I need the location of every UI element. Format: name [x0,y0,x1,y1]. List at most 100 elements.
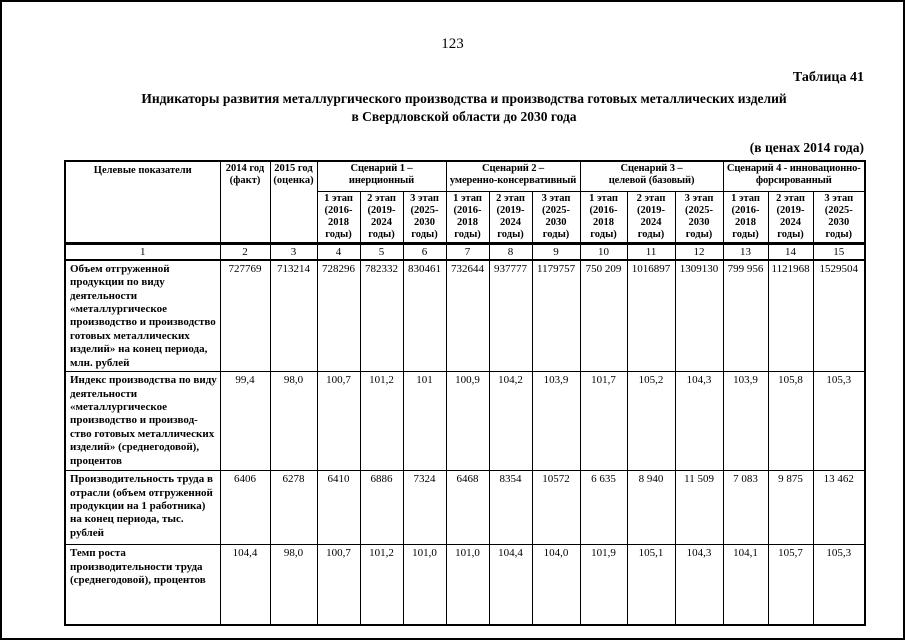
column-number: 1 [64,242,221,261]
cell-value: 732644 [445,259,490,373]
header-scenario-2: Сценарий 2 – умеренно-консервативный [445,160,581,192]
cell-value: 104,3 [674,371,724,472]
column-number-row: 1 2 3 4 5 6 7 8 9 10 11 12 13 14 15 [64,242,866,261]
cell-value: 7 083 [722,470,769,546]
cell-value: 105,2 [626,371,676,472]
cell-value: 104,4 [219,544,271,626]
header-s4-stage-1: 1 этап (2016- 2018 годы) [722,190,769,245]
column-number: 15 [812,242,866,261]
header-s1-stage-3: 3 этап (2025- 2030 годы) [402,190,447,245]
header-s1-stage-1: 1 этап (2016- 2018 годы) [316,190,361,245]
cell-value: 101,0 [402,544,447,626]
cell-value: 104,2 [488,371,533,472]
cell-value: 713214 [269,259,318,373]
cell-value: 101,9 [579,544,628,626]
table-row-labor-productivity: Производительность труда в отрасли (объе… [64,470,866,546]
column-number: 12 [674,242,724,261]
header-s3-stage-1: 1 этап (2016- 2018 годы) [579,190,628,245]
column-number: 2 [219,242,271,261]
header-s1-stage-2: 2 этап (2019- 2024 годы) [359,190,404,245]
cell-value: 98,0 [269,544,318,626]
cell-value: 1179757 [531,259,581,373]
cell-value: 13 462 [812,470,866,546]
header-s4-stage-3: 3 этап (2025- 2030 годы) [812,190,866,245]
document-title: Индикаторы развития металлургического пр… [64,90,864,125]
cell-value: 105,7 [767,544,814,626]
cell-value: 728296 [316,259,361,373]
cell-value: 1309130 [674,259,724,373]
header-target-indicators: Целевые показатели [64,160,221,245]
cell-value: 105,1 [626,544,676,626]
price-note: (в ценах 2014 года) [749,140,864,155]
cell-value: 101,7 [579,371,628,472]
row-label: Темп роста производительности труда (сре… [64,544,221,626]
cell-value: 101 [402,371,447,472]
cell-value: 101,2 [359,371,404,472]
cell-value: 750 209 [579,259,628,373]
header-s3-stage-3: 3 этап (2025- 2030 годы) [674,190,724,245]
table-row-productivity-growth-rate: Темп роста производительности труда (сре… [64,544,866,626]
cell-value: 103,9 [722,371,769,472]
cell-value: 7324 [402,470,447,546]
cell-value: 6 635 [579,470,628,546]
cell-value: 11 509 [674,470,724,546]
cell-value: 6886 [359,470,404,546]
row-label: Производительность труда в отрасли (объе… [64,470,221,546]
table-row-production-index: Индекс производства по виду деятельности… [64,371,866,472]
cell-value: 799 956 [722,259,769,373]
column-number: 3 [269,242,318,261]
header-s2-stage-2: 2 этап (2019- 2024 годы) [488,190,533,245]
cell-value: 104,1 [722,544,769,626]
cell-value: 104,0 [531,544,581,626]
column-number: 6 [402,242,447,261]
cell-value: 1529504 [812,259,866,373]
cell-value: 8 940 [626,470,676,546]
cell-value: 937777 [488,259,533,373]
column-number: 8 [488,242,533,261]
header-scenario-3: Сценарий 3 – целевой (базовый) [579,160,724,192]
header-year-2014-fact: 2014 год (факт) [219,160,271,245]
cell-value: 727769 [219,259,271,373]
cell-value: 100,7 [316,544,361,626]
header-s3-stage-2: 2 этап (2019- 2024 годы) [626,190,676,245]
cell-value: 104,4 [488,544,533,626]
cell-value: 105,3 [812,544,866,626]
header-year-2015-estimate: 2015 год (оценка) [269,160,318,245]
indicators-table: Целевые показатели 2014 год (факт) 2015 … [64,160,867,626]
column-number: 13 [722,242,769,261]
header-s4-stage-2: 2 этап (2019- 2024 годы) [767,190,814,245]
header-s2-stage-1: 1 этап (2016- 2018 годы) [445,190,490,245]
header-s2-stage-3: 3 этап (2025- 2030 годы) [531,190,581,245]
cell-value: 6406 [219,470,271,546]
document-title-line1: Индикаторы развития металлургического пр… [141,91,787,106]
cell-value: 830461 [402,259,447,373]
cell-value: 100,7 [316,371,361,472]
table-caption-label: Таблица 41 [792,70,864,85]
cell-value: 6278 [269,470,318,546]
cell-value: 782332 [359,259,404,373]
cell-value: 1121968 [767,259,814,373]
header-scenario-1: Сценарий 1 – инерционный [316,160,447,192]
cell-value: 99,4 [219,371,271,472]
row-label: Индекс производства по виду деятельности… [64,371,221,472]
row-label: Объем отгруженной продукции по виду деят… [64,259,221,373]
cell-value: 103,9 [531,371,581,472]
cell-value: 8354 [488,470,533,546]
column-number: 7 [445,242,490,261]
cell-value: 105,8 [767,371,814,472]
column-number: 4 [316,242,361,261]
column-number: 9 [531,242,581,261]
cell-value: 101,0 [445,544,490,626]
table-row-shipped-volume: Объем отгруженной продукции по виду деят… [64,259,866,373]
column-number: 11 [626,242,676,261]
cell-value: 10572 [531,470,581,546]
cell-value: 6410 [316,470,361,546]
cell-value: 104,3 [674,544,724,626]
cell-value: 101,2 [359,544,404,626]
column-number: 5 [359,242,404,261]
cell-value: 6468 [445,470,490,546]
document-title-line2: в Свердловской области до 2030 года [351,108,577,124]
cell-value: 9 875 [767,470,814,546]
column-number: 10 [579,242,628,261]
